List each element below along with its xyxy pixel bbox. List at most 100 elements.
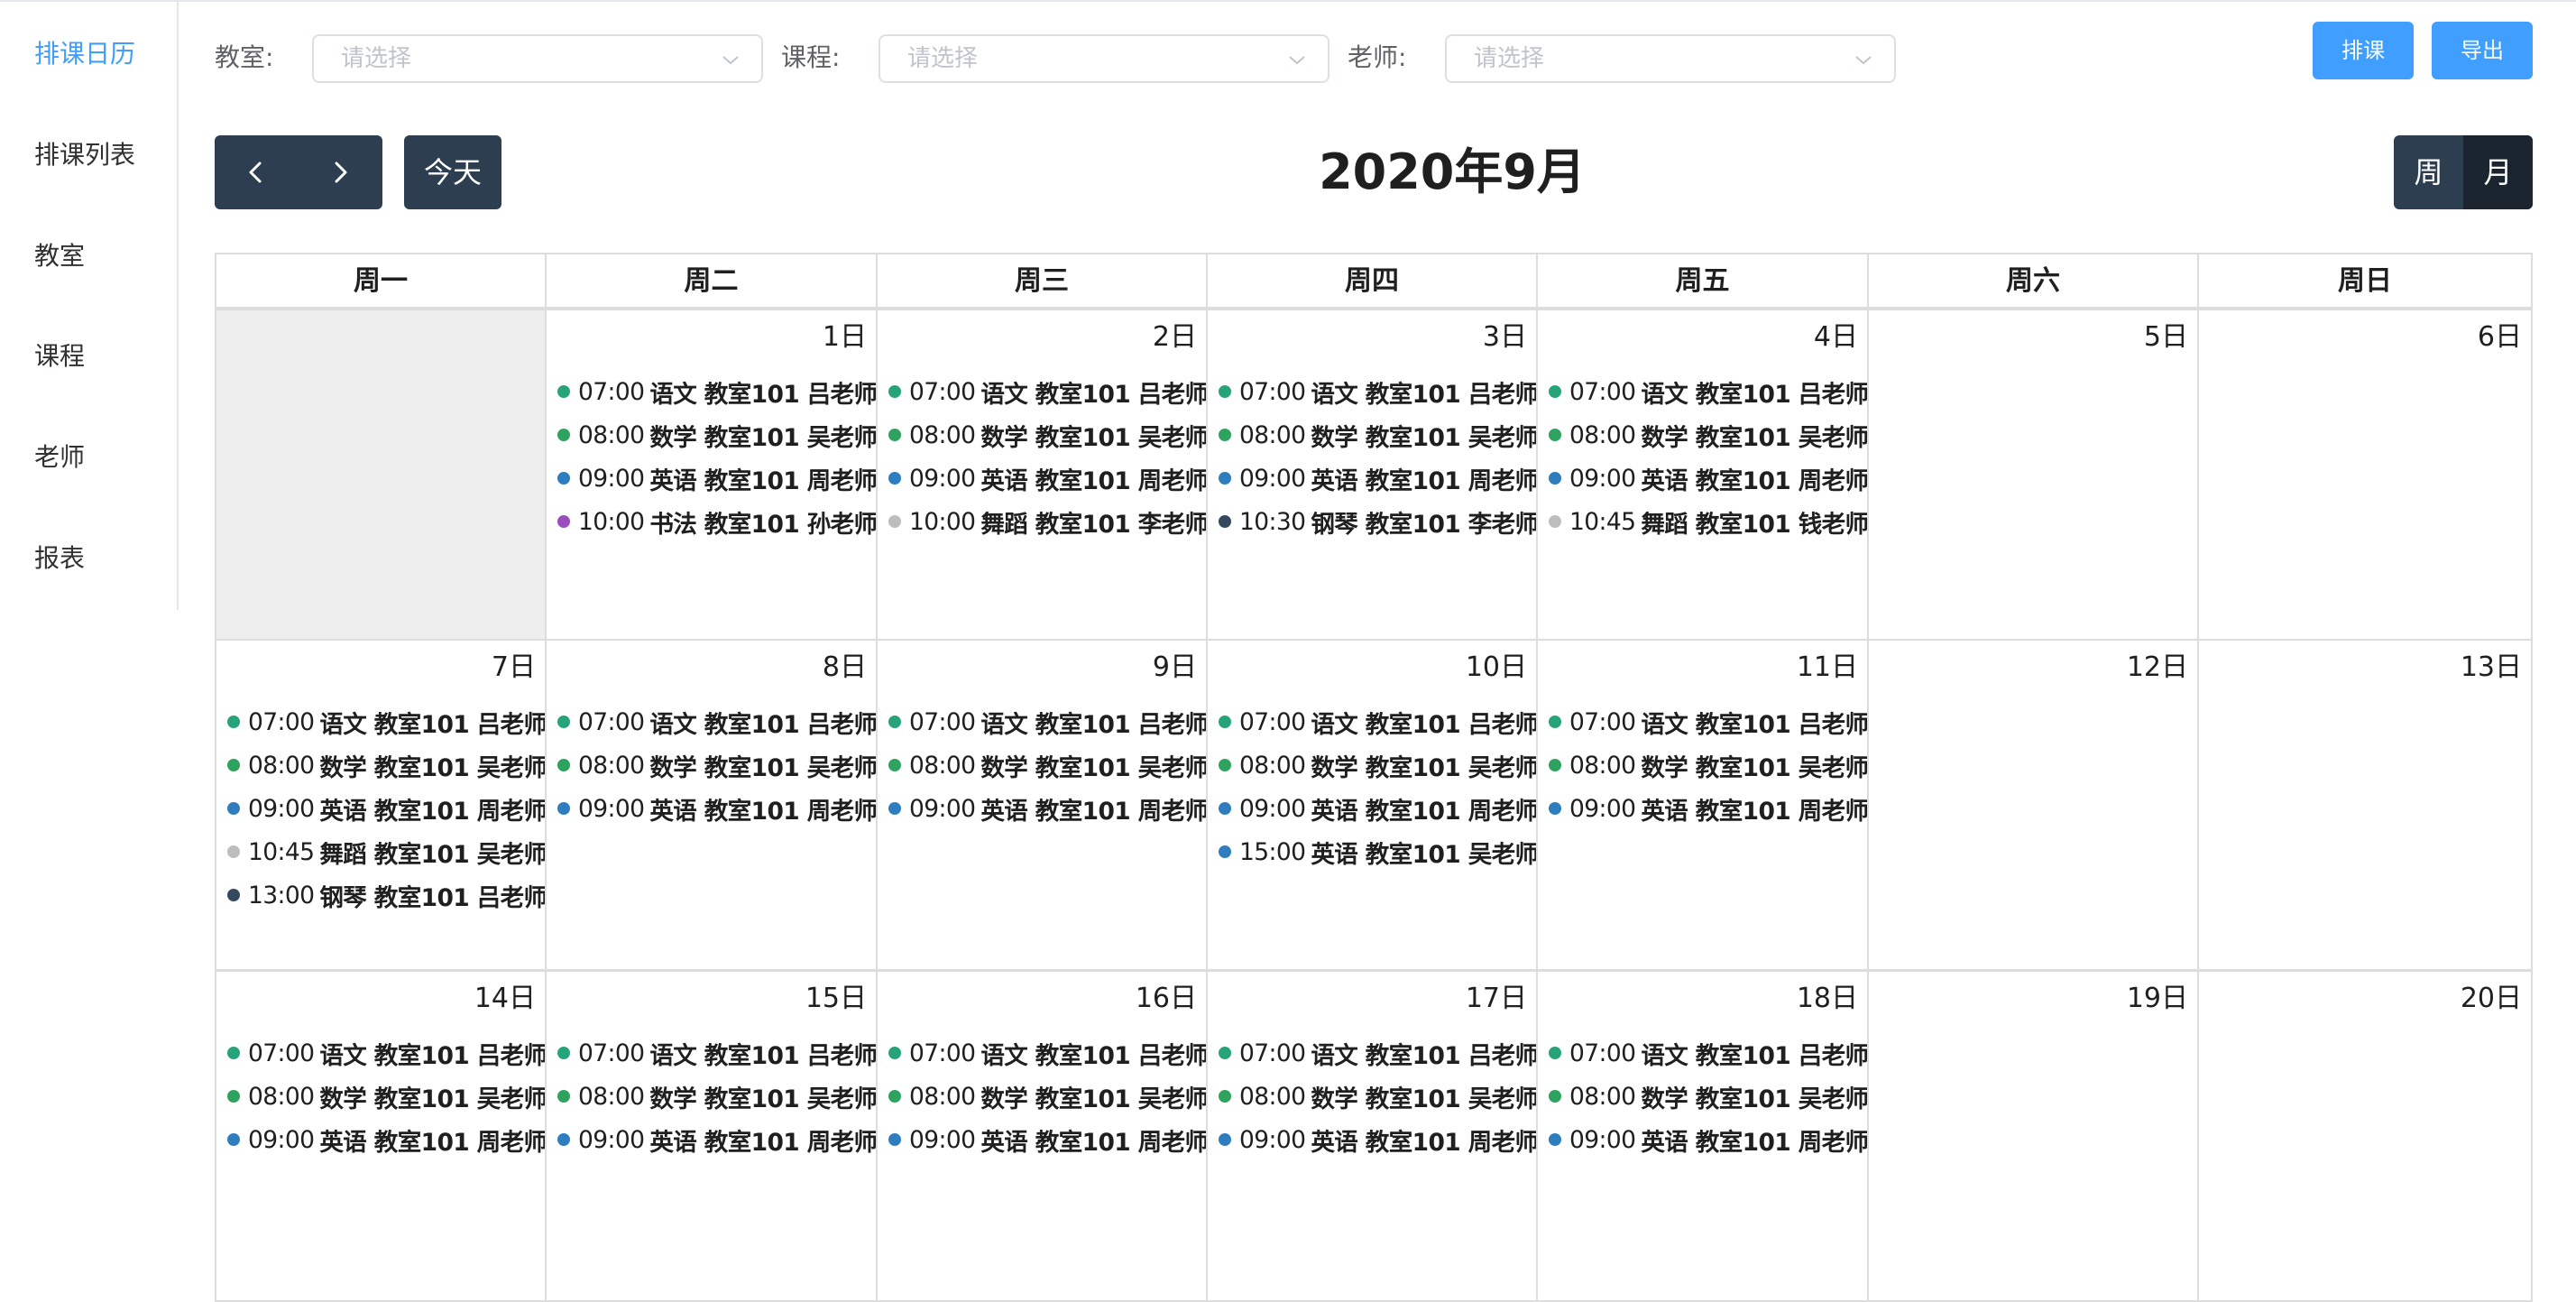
event-item[interactable]: 15:00 英语 教室101 吴老师 xyxy=(1217,830,1536,873)
event-item[interactable]: 09:00 英语 教室101 周老师 xyxy=(1217,457,1536,500)
event-item[interactable]: 10:45 舞蹈 教室101 吴老师 xyxy=(225,830,545,873)
day-cell[interactable]: 6日 xyxy=(2197,309,2533,641)
day-cell[interactable]: 10日 07:00 语文 教室101 吕老师 08:00 数学 教室101 吴老师 09:… xyxy=(1206,639,1538,971)
today-button[interactable]: 今天 xyxy=(404,135,501,209)
classroom-select[interactable]: 请选择 xyxy=(312,34,763,83)
weekday-header-thu: 周四 xyxy=(1206,253,1538,309)
prev-month-button[interactable] xyxy=(215,135,299,209)
day-cell[interactable]: 9日 07:00 语文 教室101 吕老师 08:00 数学 教室101 吴老师 09:0… xyxy=(876,639,1208,971)
event-item[interactable]: 08:00 数学 教室101 吴老师 xyxy=(225,743,545,787)
export-button[interactable]: 导出 xyxy=(2432,22,2533,79)
event-item[interactable]: 08:00 数学 教室101 吴老师 xyxy=(225,1075,545,1118)
chevron-right-icon xyxy=(335,162,347,183)
day-cell[interactable]: 8日 07:00 语文 教室101 吕老师 08:00 数学 教室101 吴老师 09:0… xyxy=(545,639,878,971)
next-month-button[interactable] xyxy=(299,135,382,209)
event-item[interactable]: 09:00 英语 教室101 周老师 xyxy=(556,457,876,500)
event-item[interactable]: 10:00 书法 教室101 孙老师 xyxy=(556,500,876,543)
event-item[interactable]: 07:00 语文 教室101 吕老师 xyxy=(1547,700,1867,743)
day-cell[interactable]: 16日 07:00 语文 教室101 吕老师 08:00 数学 教室101 吴老师 09:… xyxy=(876,970,1208,1302)
day-cell[interactable]: 2日 07:00 语文 教室101 吕老师 08:00 数学 教室101 吴老师 09:0… xyxy=(876,309,1208,641)
teacher-select[interactable]: 请选择 xyxy=(1445,34,1896,83)
event-item[interactable]: 10:30 钢琴 教室101 李老师 xyxy=(1217,500,1536,543)
day-cell[interactable]: 19日 xyxy=(1867,970,2199,1302)
event-item[interactable]: 09:00 英语 教室101 周老师 xyxy=(1217,1118,1536,1161)
day-cell[interactable]: 1日 07:00 语文 教室101 吕老师 08:00 数学 教室101 吴老师 09:0… xyxy=(545,309,878,641)
event-item[interactable]: 07:00 语文 教室101 吕老师 xyxy=(1217,700,1536,743)
sidebar-item-teacher[interactable]: 老师 xyxy=(34,442,86,472)
event-item[interactable]: 10:45 舞蹈 教室101 钱老师 xyxy=(1547,500,1869,543)
event-item[interactable]: 08:00 数学 教室101 吴老师 xyxy=(556,743,876,787)
event-detail: 数学 教室101 吴老师 xyxy=(980,1085,1208,1113)
sidebar-item-schedule-calendar[interactable]: 排课日历 xyxy=(34,39,136,69)
event-item[interactable]: 07:00 语文 教室101 吕老师 xyxy=(887,700,1206,743)
day-cell[interactable]: 3日 07:00 语文 教室101 吕老师 08:00 数学 教室101 吴老师 09:0… xyxy=(1206,309,1538,641)
event-item[interactable]: 08:00 数学 教室101 吴老师 xyxy=(1217,413,1536,457)
sidebar-item-classroom[interactable]: 教室 xyxy=(34,241,86,271)
event-detail: 舞蹈 教室101 钱老师 xyxy=(1641,510,1869,539)
event-item[interactable]: 08:00 数学 教室101 吴老师 xyxy=(556,413,876,457)
event-item[interactable]: 08:00 数学 教室101 吴老师 xyxy=(1547,743,1867,787)
event-item[interactable]: 08:00 数学 教室101 吴老师 xyxy=(1217,1075,1536,1118)
day-cell[interactable]: 17日 07:00 语文 教室101 吕老师 08:00 数学 教室101 吴老师 09:… xyxy=(1206,970,1538,1302)
sidebar-item-schedule-list[interactable]: 排课列表 xyxy=(34,140,136,170)
event-time: 07:00 xyxy=(909,707,976,736)
day-cell[interactable]: 13日 xyxy=(2197,639,2533,971)
event-item[interactable]: 09:00 英语 教室101 周老师 xyxy=(887,787,1206,830)
event-item[interactable]: 08:00 数学 教室101 吴老师 xyxy=(556,1075,876,1118)
event-item[interactable]: 09:00 英语 教室101 周老师 xyxy=(1547,787,1869,830)
event-item[interactable]: 09:00 英语 教室101 周老师 xyxy=(1547,457,1867,500)
event-item[interactable]: 09:00 英语 教室101 周老师 xyxy=(1217,787,1536,830)
event-item[interactable]: 07:00 语文 教室101 吕老师 xyxy=(225,700,545,743)
event-list: 07:00 语文 教室101 吕老师 08:00 数学 教室101 吴老师 09:00 英… xyxy=(556,370,876,543)
day-cell[interactable]: 14日 07:00 语文 教室101 吕老师 08:00 数学 教室101 吴老师 09:… xyxy=(215,970,547,1302)
event-list: 07:00 语文 教室101 吕老师 08:00 数学 教室101 吴老师 09:00 英… xyxy=(1547,370,1869,543)
event-item[interactable]: 07:00 语文 教室101 吕老师 xyxy=(1217,370,1536,413)
week-row: 14日 07:00 语文 教室101 吕老师 08:00 数学 教室101 吴老师 09:… xyxy=(215,970,2533,1302)
event-item[interactable]: 08:00 数学 教室101 吴老师 xyxy=(887,743,1206,787)
event-item[interactable]: 07:00 语文 教室101 吕老师 xyxy=(225,1031,545,1075)
sidebar-item-report[interactable]: 报表 xyxy=(34,543,86,573)
event-item[interactable]: 07:00 语文 教室101 吕老师 xyxy=(1547,370,1867,413)
day-cell[interactable]: 12日 xyxy=(1867,639,2199,971)
week-view-button[interactable]: 周 xyxy=(2414,155,2443,189)
event-item[interactable]: 09:00 英语 教室101 周老师 xyxy=(556,787,876,830)
event-time: 09:00 xyxy=(248,1125,315,1154)
day-cell[interactable]: 4日 07:00 语文 教室101 吕老师 08:00 数学 教室101 吴老师 09:0… xyxy=(1536,309,1869,641)
event-item[interactable]: 08:00 数学 教室101 吴老师 xyxy=(1547,413,1867,457)
event-item[interactable]: 08:00 数学 教室101 吴老师 xyxy=(1547,1075,1867,1118)
event-item[interactable]: 07:00 语文 教室101 吕老师 xyxy=(887,370,1206,413)
event-time: 09:00 xyxy=(1569,1125,1636,1154)
day-cell[interactable]: 5日 xyxy=(1867,309,2199,641)
event-item[interactable]: 08:00 数学 教室101 吴老师 xyxy=(887,413,1206,457)
event-item[interactable]: 08:00 数学 教室101 吴老师 xyxy=(887,1075,1206,1118)
event-detail: 数学 教室101 吴老师 xyxy=(1311,753,1538,782)
event-item[interactable]: 10:00 舞蹈 教室101 李老师 xyxy=(887,500,1206,543)
day-cell[interactable]: 11日 07:00 语文 教室101 吕老师 08:00 数学 教室101 吴老师 09:… xyxy=(1536,639,1869,971)
event-item[interactable]: 08:00 数学 教室101 吴老师 xyxy=(1217,743,1536,787)
event-item[interactable]: 07:00 语文 教室101 吕老师 xyxy=(1217,1031,1536,1075)
event-item[interactable]: 07:00 语文 教室101 吕老师 xyxy=(887,1031,1206,1075)
day-cell[interactable]: 7日 07:00 语文 教室101 吕老师 08:00 数学 教室101 吴老师 09:0… xyxy=(215,639,547,971)
event-item[interactable]: 09:00 英语 教室101 周老师 xyxy=(225,787,545,830)
event-item[interactable]: 09:00 英语 教室101 周老师 xyxy=(225,1118,545,1161)
event-detail: 英语 教室101 周老师 xyxy=(1641,797,1869,826)
month-view-button[interactable]: 月 xyxy=(2463,135,2533,209)
sidebar-item-course[interactable]: 课程 xyxy=(34,341,86,371)
event-dot-icon xyxy=(1549,1133,1561,1146)
day-cell[interactable]: 18日 07:00 语文 教室101 吕老师 08:00 数学 教室101 吴老师 09:… xyxy=(1536,970,1869,1302)
event-item[interactable]: 07:00 语文 教室101 吕老师 xyxy=(556,1031,876,1075)
day-cell[interactable]: 20日 xyxy=(2197,970,2533,1302)
week-row: 1日 07:00 语文 教室101 吕老师 08:00 数学 教室101 吴老师 09:0… xyxy=(215,309,2533,641)
schedule-button[interactable]: 排课 xyxy=(2313,22,2414,79)
course-select[interactable]: 请选择 xyxy=(879,34,1329,83)
event-item[interactable]: 09:00 英语 教室101 周老师 xyxy=(556,1118,876,1161)
event-dot-icon xyxy=(227,716,240,728)
event-item[interactable]: 09:00 英语 教室101 周老师 xyxy=(1547,1118,1867,1161)
event-item[interactable]: 07:00 语文 教室101 吕老师 xyxy=(556,700,876,743)
event-item[interactable]: 09:00 英语 教室101 周老师 xyxy=(887,457,1206,500)
event-item[interactable]: 07:00 语文 教室101 吕老师 xyxy=(556,370,876,413)
event-item[interactable]: 07:00 语文 教室101 吕老师 xyxy=(1547,1031,1867,1075)
day-cell[interactable]: 15日 07:00 语文 教室101 吕老师 08:00 数学 教室101 吴老师 09:… xyxy=(545,970,878,1302)
event-item[interactable]: 09:00 英语 教室101 周老师 xyxy=(887,1118,1206,1161)
event-item[interactable]: 13:00 钢琴 教室101 吕老师 xyxy=(225,873,545,917)
